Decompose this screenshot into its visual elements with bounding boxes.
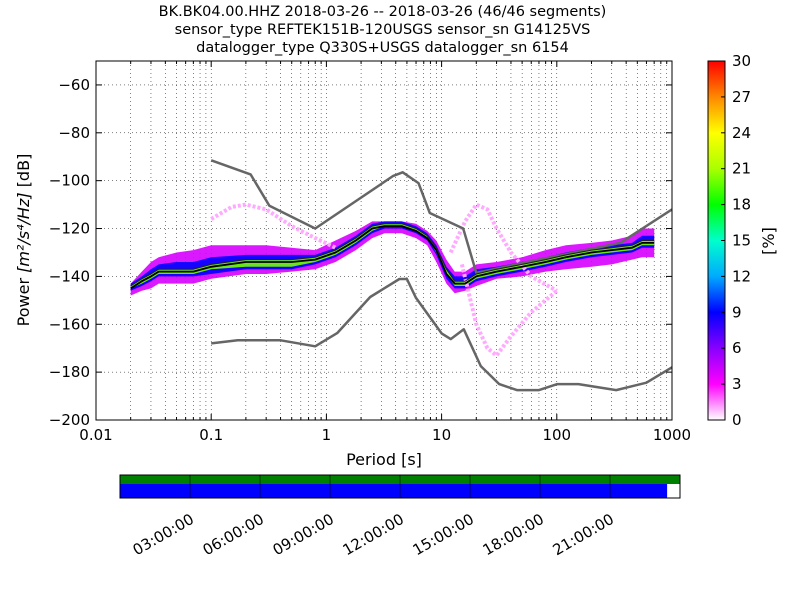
- y-axis-label-units: [m²/s⁴/Hz]: [14, 192, 33, 272]
- timeline-tick-label: 09:00:00: [270, 510, 337, 559]
- chart-subtitle-datalogger: datalogger_type Q330S+USGS datalogger_sn…: [196, 40, 569, 56]
- x-tick-label: 0.1: [199, 426, 223, 444]
- timeline-tick-label: 15:00:00: [410, 510, 477, 559]
- x-tick-label: 0.01: [79, 426, 112, 444]
- chart-title: BK.BK04.00.HHZ 2018-03-26 -- 2018-03-26 …: [158, 4, 607, 20]
- timeline-tick-label: 12:00:00: [340, 510, 407, 559]
- y-tick-label: −140: [49, 267, 90, 285]
- x-tick-label: 1000: [653, 426, 691, 444]
- colorbar-tick-label: 18: [732, 196, 751, 214]
- density-outlier: [210, 202, 337, 250]
- timeline-tick-label: 03:00:00: [130, 510, 197, 559]
- colorbar-tick-label: 12: [732, 267, 751, 285]
- colorbar-tick-label: 24: [732, 124, 751, 142]
- plot-frame: [95, 60, 673, 421]
- timeline-tick-label: 21:00:00: [550, 510, 617, 559]
- y-tick-label: −180: [49, 363, 90, 381]
- timeline-processed-coverage: [120, 484, 668, 498]
- reference-curves: [130, 159, 672, 392]
- colorbar-tick-label: 3: [732, 375, 742, 393]
- colorbar-tick-label: 0: [732, 411, 742, 429]
- colorbar-tick-label: 27: [732, 88, 751, 106]
- y-tick-label: −80: [58, 124, 90, 142]
- timeline-bar: 03:00:00 06:00:00 09:00:00 12:00:00 15:00:00…: [119, 474, 681, 559]
- density-outlier: [459, 263, 559, 359]
- median-line: [130, 223, 655, 287]
- x-tick-label: 1: [322, 426, 332, 444]
- x-tick-label: 10: [432, 426, 451, 444]
- y-axis-label-suffix: [dB]: [14, 154, 33, 193]
- x-axis-label: Period [s]: [346, 450, 422, 469]
- density-band: [130, 221, 655, 291]
- colorbar-label: [%]: [759, 227, 778, 255]
- y-tick-label: −100: [49, 172, 90, 190]
- plot-area: [96, 61, 672, 420]
- timeline-tick-label: 06:00:00: [200, 510, 267, 559]
- density-outlier: [448, 202, 558, 293]
- mean-line: [130, 225, 655, 290]
- colorbar-tick-label: 21: [732, 160, 751, 178]
- colorbar-tick-label: 6: [732, 339, 742, 357]
- nlnm-line: [211, 277, 672, 392]
- colorbar-tick-label: 9: [732, 303, 742, 321]
- y-axis-label-prefix: Power: [14, 273, 33, 326]
- colorbar-tick-label: 15: [732, 232, 751, 250]
- colorbar: 0 3 6 9 12 15 18 21 24 27 30: [707, 52, 751, 429]
- nhnm-line: [210, 159, 672, 275]
- chart-subtitle-sensor: sensor_type REFTEK151B-120USGS sensor_sn…: [174, 22, 591, 38]
- timeline-tick-label: 18:00:00: [480, 510, 547, 559]
- y-tick-label: −120: [49, 220, 90, 238]
- y-axis: −200 −180 −160 −140 −120 −100 −80 −60: [49, 76, 672, 429]
- y-tick-label: −160: [49, 315, 90, 333]
- x-axis: 0.01 0.1 1 10 100 1000: [79, 61, 691, 444]
- y-axis-label: Power [m²/s⁴/Hz] [dB]: [14, 154, 33, 327]
- colorbar-tick-label: 30: [732, 52, 751, 70]
- y-tick-label: −60: [58, 76, 90, 94]
- x-tick-label: 100: [542, 426, 571, 444]
- y-tick-label: −200: [49, 411, 90, 429]
